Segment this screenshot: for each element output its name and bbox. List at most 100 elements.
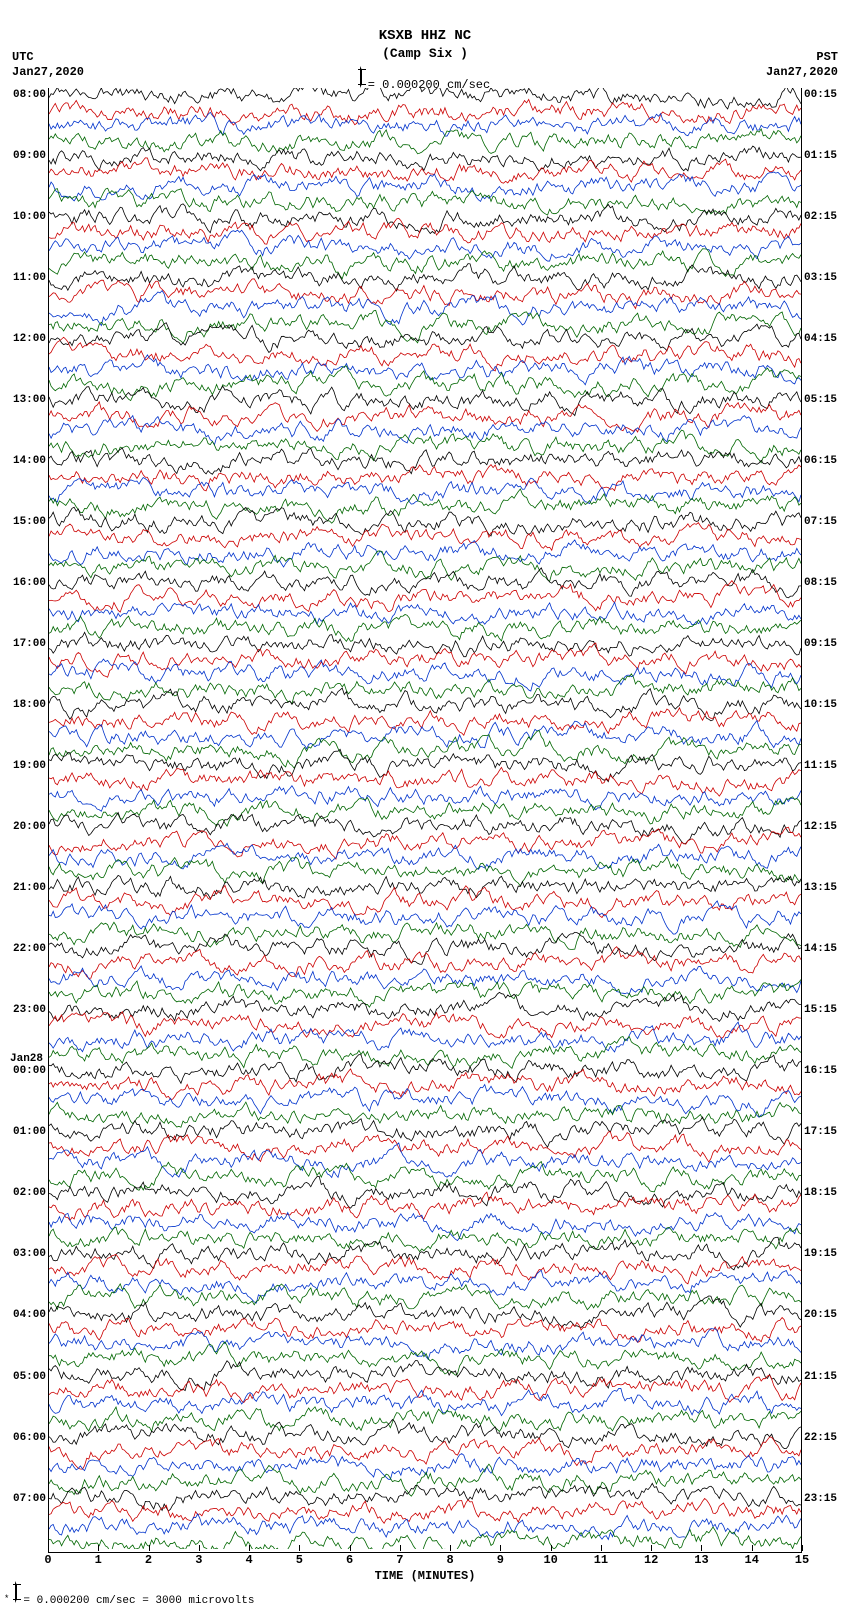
footer-asterisk: * (4, 1594, 9, 1604)
trace-row (49, 1318, 801, 1343)
y-left-label: 01:00 (10, 1126, 46, 1138)
trace-row (49, 1102, 801, 1127)
trace-row (49, 1464, 801, 1496)
x-tick: 11 (581, 1553, 621, 1567)
trace-row (49, 416, 801, 445)
tz-right-label: PST (766, 50, 838, 65)
trace-row (49, 843, 801, 869)
tz-left-block: UTC Jan27,2020 (12, 50, 84, 80)
trace-row (49, 632, 801, 656)
trace-row (49, 218, 801, 244)
trace-row (49, 947, 801, 979)
trace-row (49, 1437, 801, 1469)
y-right-label: 03:15 (804, 272, 840, 284)
trace-row (49, 786, 801, 812)
y-left-label: 20:00 (10, 821, 46, 833)
x-tick: 7 (380, 1553, 420, 1567)
y-right-label: 01:15 (804, 150, 840, 162)
footer-scale: * = 0.000200 cm/sec = 3000 microvolts (4, 1581, 254, 1607)
x-tick: 3 (179, 1553, 219, 1567)
x-tick: 4 (229, 1553, 269, 1567)
y-right-label: 16:15 (804, 1065, 840, 1077)
y-left-label: 03:00 (10, 1248, 46, 1260)
x-tick: 10 (531, 1553, 571, 1567)
trace-row (49, 602, 801, 625)
tz-right-block: PST Jan27,2020 (766, 50, 838, 80)
y-right-label: 11:15 (804, 760, 840, 772)
y-left-label: 09:00 (10, 150, 46, 162)
trace-row (49, 99, 801, 125)
trace-row (49, 581, 801, 612)
tz-right-date: Jan27,2020 (766, 65, 838, 80)
y-right-label: 08:15 (804, 577, 840, 589)
y-right-label: 04:15 (804, 333, 840, 345)
x-axis: 0123456789101112131415 (48, 1553, 802, 1569)
y-right-label: 02:15 (804, 211, 840, 223)
trace-row (49, 1227, 801, 1251)
y-left-label: 15:00 (10, 516, 46, 528)
trace-row (49, 1361, 801, 1391)
trace-row (49, 540, 801, 567)
trace-row (49, 980, 801, 1008)
trace-row (49, 1388, 801, 1415)
date-marker: Jan28 (10, 1053, 43, 1065)
y-left-label: 06:00 (10, 1432, 46, 1444)
trace-row (49, 230, 801, 261)
trace-row (49, 523, 801, 551)
footer-text: = 0.000200 cm/sec = 3000 microvolts (23, 1595, 254, 1607)
trace-row (49, 386, 801, 415)
y-left-label: 19:00 (10, 760, 46, 772)
y-right-label: 12:15 (804, 821, 840, 833)
y-left-label: 22:00 (10, 943, 46, 955)
y-right-label: 06:15 (804, 455, 840, 467)
trace-row (49, 1055, 801, 1084)
x-tick: 14 (732, 1553, 772, 1567)
chart-header: KSXB HHZ NC (Camp Six ) = 0.000200 cm/se… (0, 28, 850, 94)
x-tick: 15 (782, 1553, 822, 1567)
y-right-label: 23:15 (804, 1493, 840, 1505)
x-tick: 2 (129, 1553, 169, 1567)
y-right-label: 20:15 (804, 1309, 840, 1321)
trace-row (49, 643, 801, 677)
y-right-label: 14:15 (804, 943, 840, 955)
trace-row (49, 1483, 801, 1511)
y-left-label: 12:00 (10, 333, 46, 345)
trace-row (49, 1498, 801, 1523)
y-right-label: 17:15 (804, 1126, 840, 1138)
trace-row (49, 875, 801, 898)
trace-row (49, 112, 801, 136)
y-left-label: 21:00 (10, 882, 46, 894)
y-left-label: 10:00 (10, 211, 46, 223)
trace-row (49, 992, 801, 1021)
trace-row (49, 1454, 801, 1480)
y-left-label: 16:00 (10, 577, 46, 589)
y-left-label: 05:00 (10, 1371, 46, 1383)
trace-row (49, 249, 801, 279)
trace-row (49, 1419, 801, 1448)
y-left-label: 13:00 (10, 394, 46, 406)
title-line-1: KSXB HHZ NC (0, 28, 850, 46)
trace-row (49, 922, 801, 949)
y-right-label: 21:15 (804, 1371, 840, 1383)
y-right-label: 00:15 (804, 89, 840, 101)
title-line-2: (Camp Six ) (0, 46, 850, 62)
x-tick: 1 (78, 1553, 118, 1567)
trace-row (49, 448, 801, 474)
trace-row (49, 1069, 801, 1099)
trace-row (49, 730, 801, 768)
trace-row (49, 708, 801, 735)
x-tick: 6 (330, 1553, 370, 1567)
y-left-label: 02:00 (10, 1187, 46, 1199)
y-left-label: 04:00 (10, 1309, 46, 1321)
x-tick: 13 (681, 1553, 721, 1567)
scale-bar-icon (360, 66, 362, 88)
trace-row (49, 172, 801, 201)
trace-row (49, 1270, 801, 1303)
trace-row (49, 88, 801, 109)
y-left-label: 00:00 (10, 1065, 46, 1077)
trace-row (49, 767, 801, 796)
y-left-label: 18:00 (10, 699, 46, 711)
plot-frame (48, 88, 802, 1553)
trace-row (49, 1375, 801, 1402)
trace-row (49, 688, 801, 721)
